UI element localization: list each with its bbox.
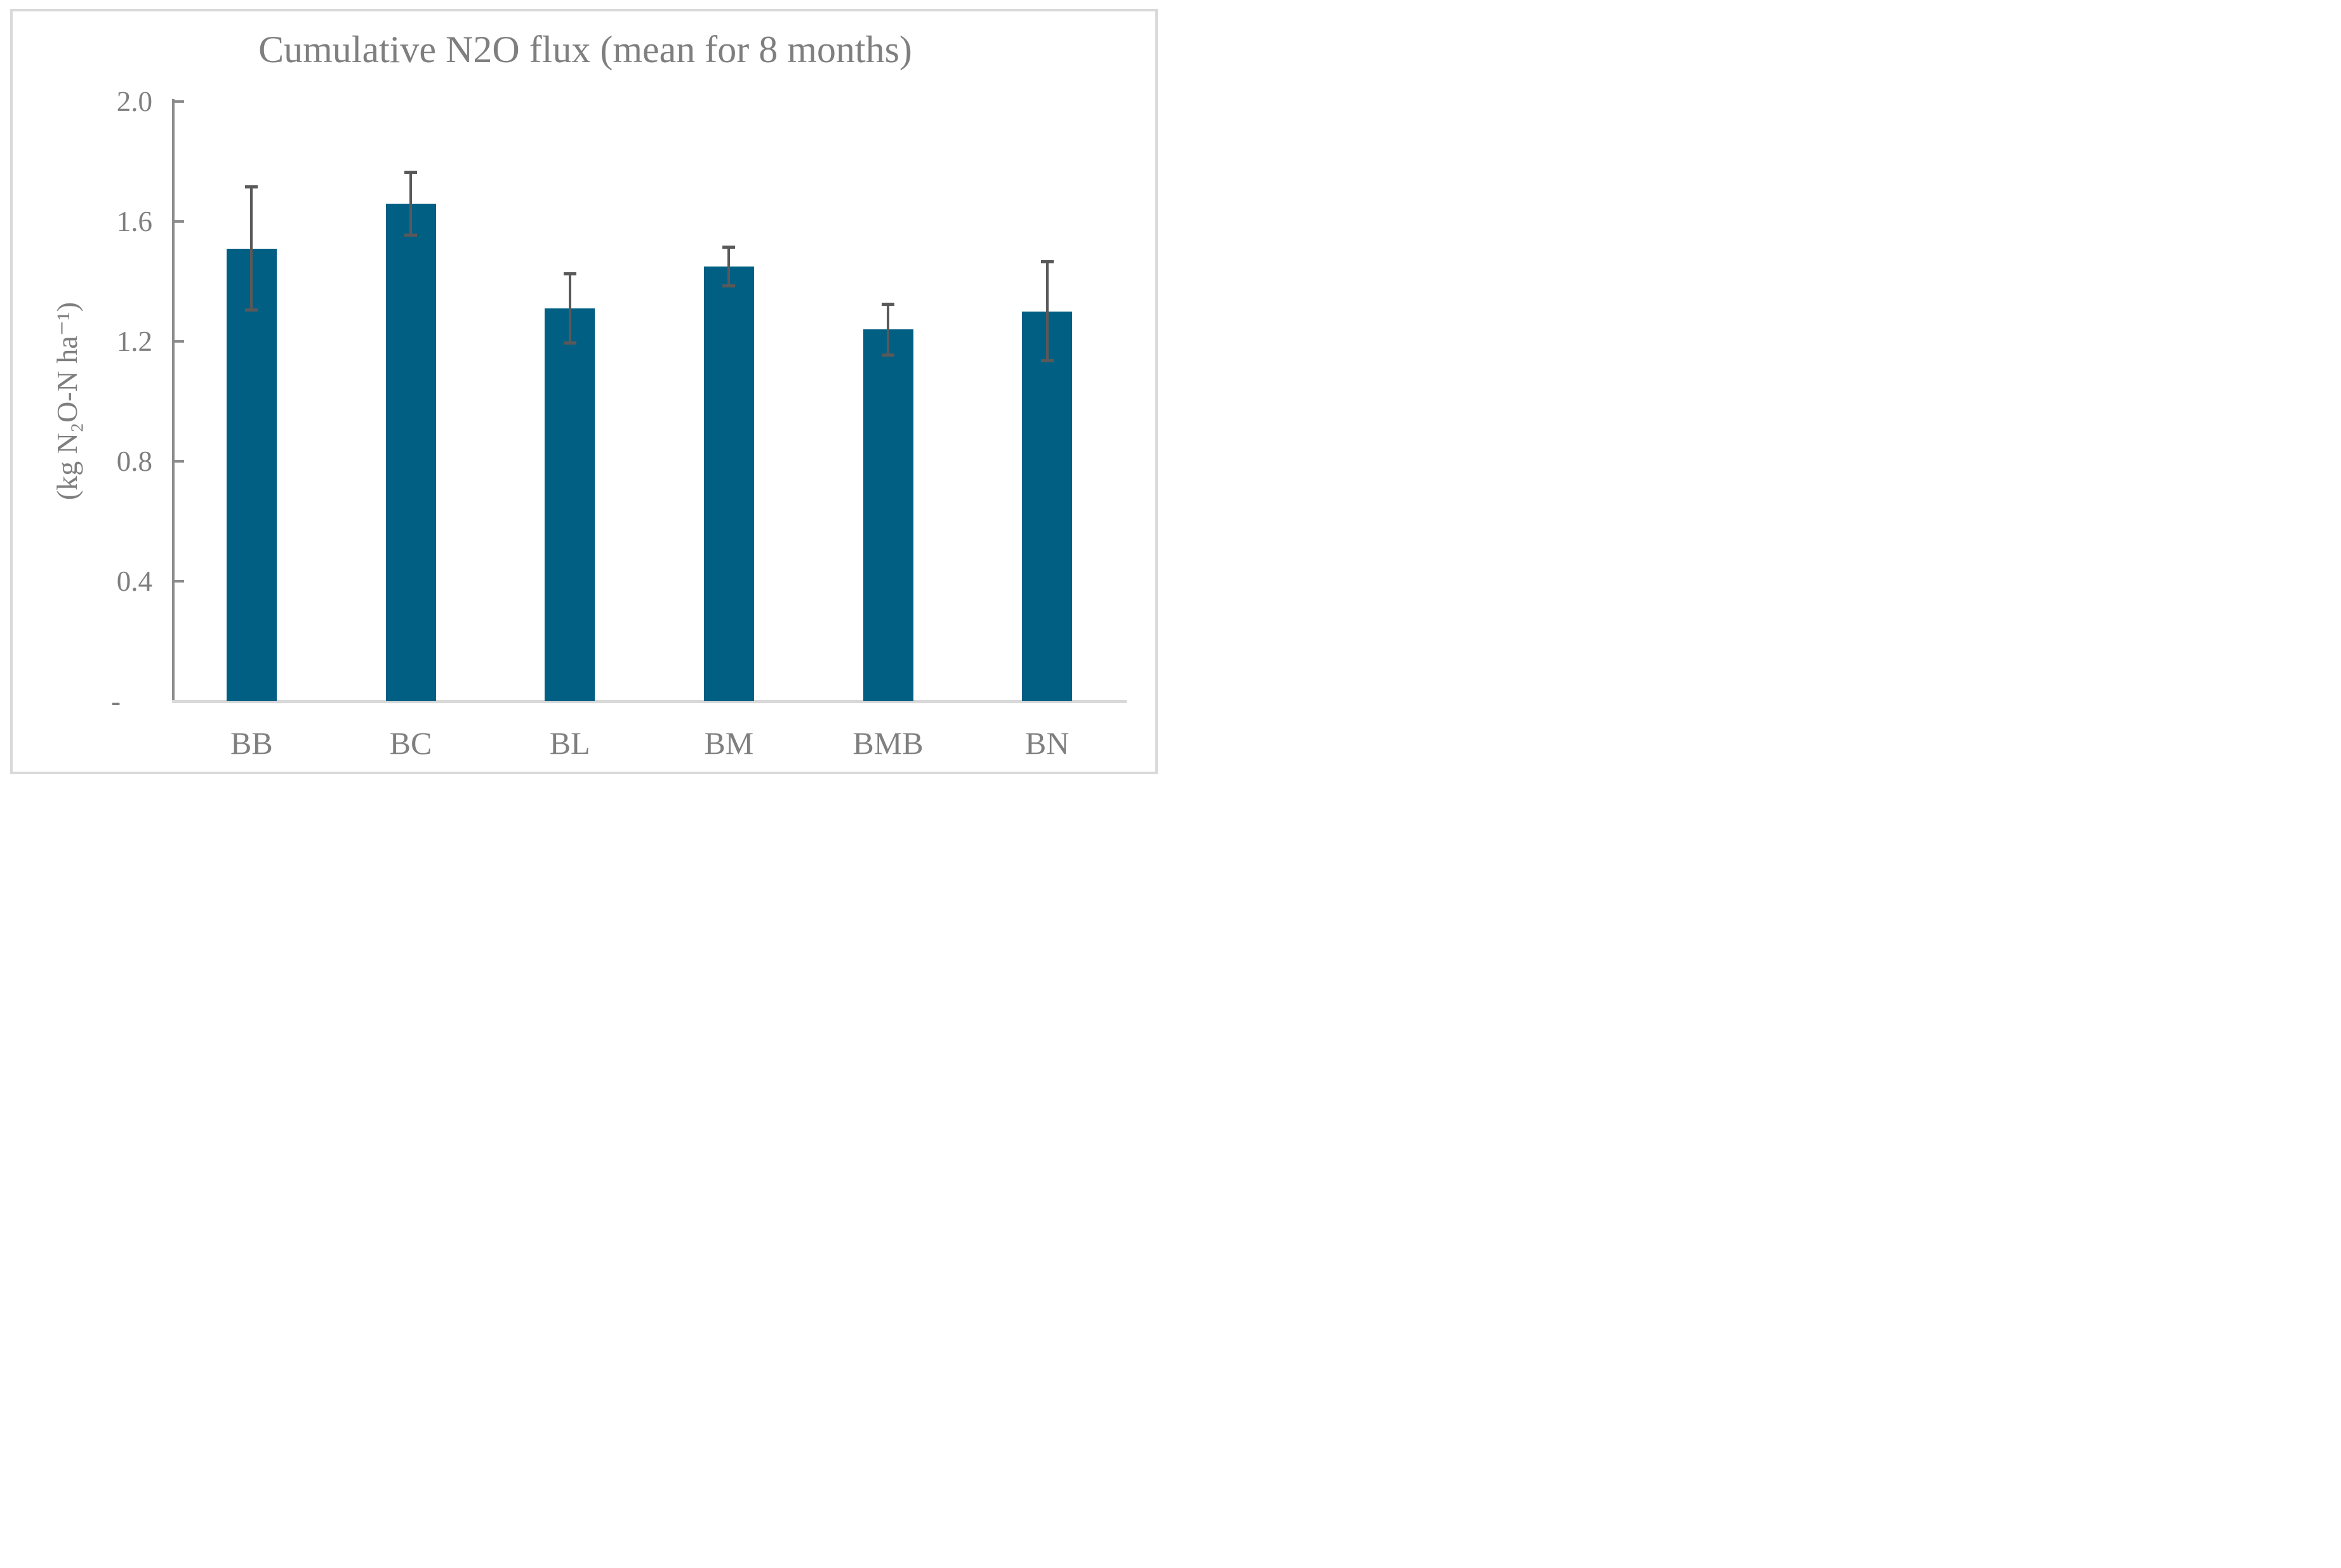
- chart-title: Cumulative N2O flux (mean for 8 months): [258, 29, 912, 70]
- y-axis-line: [172, 99, 175, 701]
- y-tick-label--: -: [111, 685, 121, 717]
- y-tick-2.0: [175, 100, 184, 103]
- error-cap-top-BC: [404, 170, 417, 174]
- error-cap-bottom-BC: [404, 233, 417, 237]
- bar-BN: [1022, 311, 1073, 701]
- x-axis-line: [172, 700, 1127, 703]
- error-cap-bottom-BMB: [882, 353, 894, 357]
- error-cap-top-BMB: [882, 302, 894, 306]
- bar-BC: [385, 203, 436, 701]
- chart-figure: Cumulative N2O flux (mean for 8 months) …: [0, 0, 1170, 784]
- error-cap-top-BL: [563, 272, 576, 276]
- error-bar-BM: [727, 245, 731, 287]
- x-label-BC: BC: [389, 725, 432, 761]
- error-bar-BL: [568, 272, 571, 345]
- y-tick-1.6: [175, 220, 184, 223]
- y-tick-0.8: [175, 460, 184, 463]
- error-cap-top-BM: [722, 245, 736, 249]
- bar-BM: [703, 266, 754, 701]
- error-bar-BB: [250, 185, 253, 312]
- error-cap-top-BN: [1040, 260, 1054, 264]
- bar-BL: [545, 308, 595, 701]
- figure-border: [10, 9, 1158, 774]
- y-tick-label-1.2: 1.2: [116, 326, 152, 357]
- error-bar-BN: [1045, 260, 1049, 363]
- x-label-BB: BB: [230, 725, 273, 761]
- y-tick-1.2: [175, 340, 184, 343]
- y-tick-0.4: [175, 580, 184, 583]
- x-label-BL: BL: [549, 725, 590, 761]
- error-cap-bottom-BL: [563, 341, 576, 345]
- x-label-BM: BM: [704, 725, 754, 761]
- y-tick-label-1.6: 1.6: [116, 206, 152, 237]
- y-tick-label-2.0: 2.0: [116, 86, 152, 117]
- y-tick-label-0.4: 0.4: [116, 565, 152, 597]
- bar-BB: [226, 248, 277, 701]
- error-cap-bottom-BN: [1040, 359, 1054, 363]
- error-bar-BMB: [887, 302, 889, 357]
- x-label-BMB: BMB: [852, 725, 924, 761]
- x-label-BN: BN: [1025, 725, 1070, 761]
- error-cap-bottom-BB: [245, 308, 258, 312]
- error-cap-bottom-BM: [722, 284, 736, 287]
- error-bar-BC: [409, 170, 412, 237]
- y-tick-label-0.8: 0.8: [116, 445, 152, 477]
- bar-BMB: [863, 329, 913, 701]
- error-cap-top-BB: [245, 185, 258, 189]
